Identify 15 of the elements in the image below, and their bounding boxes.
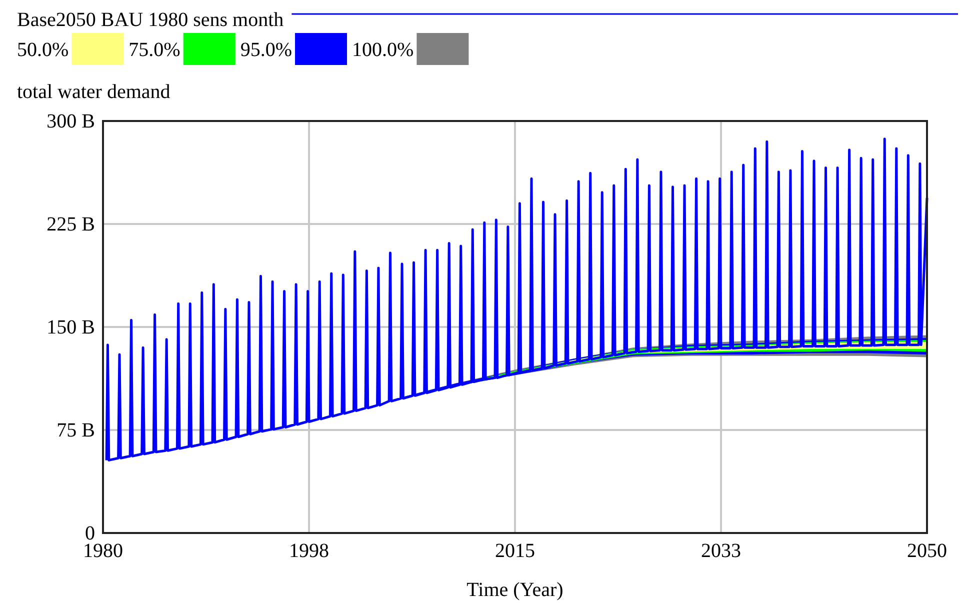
x-tick-label: 2050: [907, 540, 947, 562]
text: Base2050 BAU 1980 sens month: [17, 9, 284, 31]
legend-label: 95.0%: [240, 39, 292, 61]
x-tick-label: 2015: [495, 540, 535, 562]
y-tick-label: 150 B: [46, 316, 95, 338]
y-tick-label: 225 B: [46, 213, 95, 236]
x-tick-label: 1998: [289, 540, 329, 562]
legend-label: 50.0%: [17, 39, 69, 61]
y-tick-label: 300 B: [46, 110, 95, 132]
y-axis-title: total water demand: [17, 81, 170, 103]
x-axis-title: Time (Year): [466, 579, 564, 601]
y-tick-label: 75 B: [56, 419, 95, 442]
x-tick-label: 2033: [701, 540, 741, 562]
legend-label: 100.0%: [352, 39, 414, 61]
legend-label: 75.0%: [128, 39, 180, 61]
